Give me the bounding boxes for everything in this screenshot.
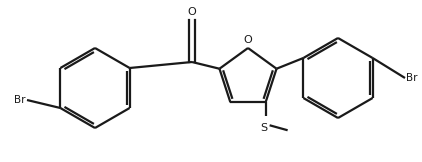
Text: Br: Br <box>14 95 25 105</box>
Text: O: O <box>243 35 252 45</box>
Text: Br: Br <box>406 73 417 83</box>
Text: O: O <box>188 7 196 17</box>
Text: S: S <box>260 123 267 133</box>
